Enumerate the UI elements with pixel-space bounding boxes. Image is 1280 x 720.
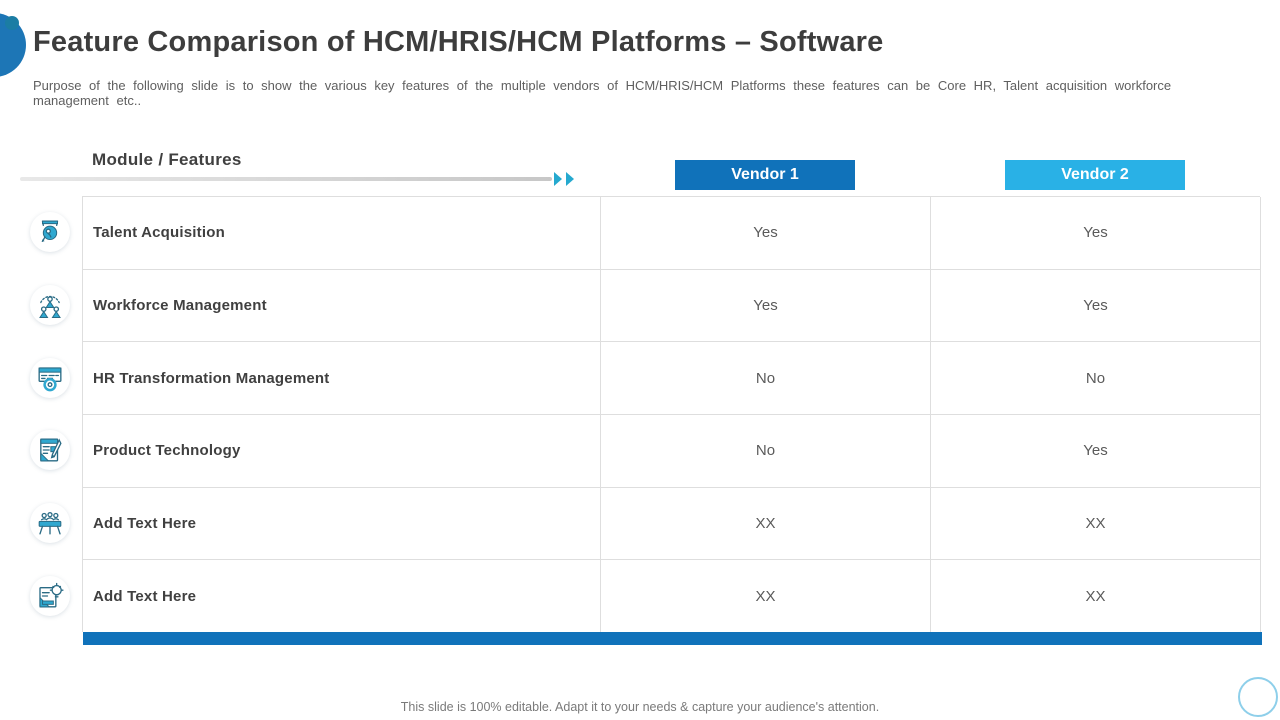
row-icon-column: [30, 196, 70, 632]
vendor2-value: XX: [931, 560, 1261, 633]
double-chevron-icon: [554, 172, 574, 186]
feature-label: Product Technology: [83, 414, 601, 488]
vendor2-value: No: [931, 342, 1261, 415]
comparison-table: Talent Acquisition Yes Yes Workforce Man…: [82, 196, 1261, 633]
doc-bulb-icon: [30, 576, 70, 616]
corner-decoration-dot: [5, 16, 19, 30]
doc-pencil-icon: [30, 430, 70, 470]
vendor1-value: XX: [601, 560, 931, 633]
feature-label: Add Text Here: [83, 560, 601, 633]
vendor1-value: No: [601, 342, 931, 415]
vendor2-value: XX: [931, 487, 1261, 561]
vendor1-value: XX: [601, 487, 931, 561]
meeting-table-icon: [30, 503, 70, 543]
feature-label: Workforce Management: [83, 269, 601, 343]
vendor2-value: Yes: [931, 414, 1261, 488]
module-features-heading: Module / Features: [92, 150, 242, 169]
page-subtitle: Purpose of the following slide is to sho…: [33, 78, 1172, 108]
vendor2-header: Vendor 2: [1005, 160, 1185, 190]
vendor2-value: Yes: [931, 197, 1261, 270]
vendor2-value: Yes: [931, 269, 1261, 343]
window-gear-icon: [30, 358, 70, 398]
feature-label: Talent Acquisition: [83, 197, 601, 270]
feature-label: Add Text Here: [83, 487, 601, 561]
vendor1-value: No: [601, 414, 931, 488]
vendor1-value: Yes: [601, 197, 931, 270]
footer-note: This slide is 100% editable. Adapt it to…: [400, 700, 880, 714]
vendor1-header: Vendor 1: [675, 160, 855, 190]
talent-magnet-icon: [30, 212, 70, 252]
heading-divider-line: [20, 177, 552, 181]
feature-label: HR Transformation Management: [83, 342, 601, 415]
footer-decoration-circle: [1238, 677, 1278, 717]
bottom-accent-bar: [83, 632, 1262, 645]
org-people-icon: [30, 285, 70, 325]
vendor1-value: Yes: [601, 269, 931, 343]
page-title: Feature Comparison of HCM/HRIS/HCM Platf…: [33, 26, 884, 58]
